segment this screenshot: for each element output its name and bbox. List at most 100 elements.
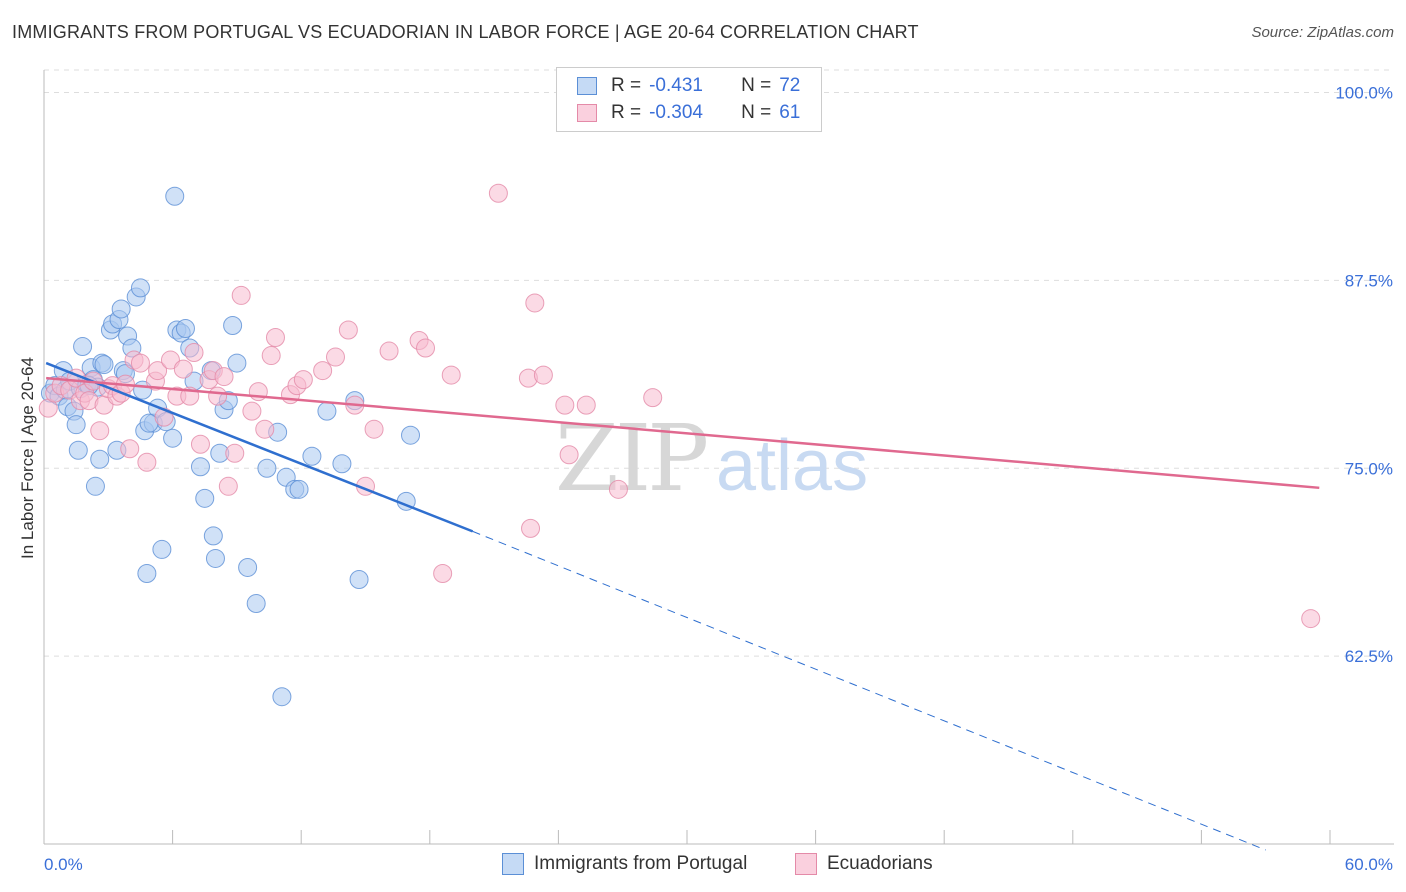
axis-layer [43, 70, 1394, 845]
ecuadorian-point [533, 365, 553, 385]
ecuadorian-point [184, 343, 204, 363]
ecuadorian-point [325, 347, 345, 367]
portugal-point [317, 401, 337, 421]
ecuadorian-point [231, 285, 251, 305]
ecuadorian-point [416, 338, 436, 358]
portugal-point [195, 488, 215, 508]
legend-r-value: -0.431 [649, 75, 703, 96]
watermark: ZIP atlas [555, 405, 868, 512]
portugal-point [111, 299, 131, 319]
ecuadorian-point [173, 359, 193, 379]
ecuadorian-point [242, 401, 262, 421]
portugal-point [163, 428, 183, 448]
legend-row-ecuadorians: R = -0.304 N = 61 [577, 101, 800, 125]
legend-n-value: 61 [779, 102, 801, 123]
portugal-point [227, 353, 247, 373]
ecuadorian-point [555, 395, 575, 415]
y-tick-label: 75.0% [1345, 459, 1393, 478]
legend-swatch-blue [502, 853, 524, 875]
portugal-point [66, 415, 86, 435]
ecuadorian-point [608, 479, 628, 499]
portugal-point [137, 563, 157, 583]
portugal-point [302, 446, 322, 466]
ecuadorian-point [525, 293, 545, 313]
portugal-point [190, 457, 210, 477]
ecuadorian-point [261, 346, 281, 366]
portugal-point [272, 687, 292, 707]
y-axis-label: In Labor Force | Age 20-64 [18, 357, 37, 559]
ecuadorian-point [265, 328, 285, 348]
ecuadorian-point [643, 388, 663, 408]
ecuadorian-point [90, 421, 110, 441]
bottom-legend-portugal: Immigrants from Portugal [502, 852, 747, 876]
ecuadorian-trend-line [46, 376, 1320, 490]
portugal-point [130, 278, 150, 298]
ecuadorian-point [130, 353, 150, 373]
portugal-point [238, 557, 258, 577]
portugal-point [246, 594, 266, 614]
ecuadorian-point [559, 445, 579, 465]
ecuadorian-point [214, 367, 234, 387]
portugal-point [401, 425, 421, 445]
y-tick-label: 87.5% [1345, 271, 1393, 290]
ecuadorian-point [364, 419, 384, 439]
chart-title: IMMIGRANTS FROM PORTUGAL VS ECUADORIAN I… [12, 22, 919, 42]
ecuadorian-point [137, 452, 157, 472]
legend-series-name: Immigrants from Portugal [534, 853, 748, 874]
ecuadorian-point [120, 439, 140, 459]
portugal-point [165, 186, 185, 206]
ecuadorian-point [225, 443, 245, 463]
ecuadorian-point [160, 350, 180, 370]
ecuadorian-point [521, 518, 541, 538]
legend-swatch-pink [577, 104, 597, 122]
source-credit: Source: ZipAtlas.com [1251, 24, 1394, 41]
portugal-point [90, 449, 110, 469]
ecuadorian-point [148, 361, 168, 381]
portugal-point [175, 319, 195, 339]
portugal-point [289, 479, 309, 499]
portugal-point [203, 526, 223, 546]
svg-text:atlas: atlas [716, 426, 868, 506]
portugal-point [257, 458, 277, 478]
ecuadorian-point [488, 183, 508, 203]
legend-swatch-blue [577, 77, 597, 95]
ecuadorian-point [441, 365, 461, 385]
portugal-point [94, 355, 114, 375]
portugal-point [205, 548, 225, 568]
svg-text:ZIP: ZIP [555, 405, 706, 512]
legend-r-value: -0.304 [649, 102, 703, 123]
portugal-point [223, 315, 243, 335]
legend-r-label: R = [611, 75, 642, 96]
legend-n-value: 72 [779, 75, 801, 96]
portugal-point [152, 539, 172, 559]
ecuadorian-point [1301, 609, 1321, 629]
x-tick-label: 0.0% [44, 855, 83, 874]
portugal-trend-extension [472, 530, 1266, 851]
legend-swatch-pink [795, 853, 817, 875]
correlation-legend: R = -0.431 N = 72 R = -0.304 N = 61 [556, 67, 822, 132]
portugal-trend-line [45, 361, 474, 533]
ecuadorian-point [379, 341, 399, 361]
y-tick-label: 62.5% [1345, 647, 1393, 666]
portugal-point [73, 337, 93, 357]
tick-labels: 100.0% 87.5% 75.0% 62.5% 0.0% 60.0% [44, 84, 1393, 874]
legend-series-name: Ecuadorians [827, 853, 933, 874]
y-tick-label: 100.0% [1335, 84, 1393, 103]
portugal-point [68, 440, 88, 460]
ecuadorian-point [218, 476, 238, 496]
legend-n-label: N = [741, 102, 772, 123]
ecuadorian-point [293, 370, 313, 390]
ecuadorian-point [433, 563, 453, 583]
ecuadorian-point [255, 419, 275, 439]
portugal-point [85, 476, 105, 496]
portugal-point [332, 454, 352, 474]
x-tick-label: 60.0% [1345, 855, 1393, 874]
legend-r-label: R = [611, 102, 642, 123]
legend-n-label: N = [741, 75, 772, 96]
portugal-point [349, 569, 369, 589]
ecuadorian-point [190, 434, 210, 454]
ecuadorian-point [313, 361, 333, 381]
bottom-legend-ecuadorians: Ecuadorians [795, 852, 933, 876]
legend-row-portugal: R = -0.431 N = 72 [577, 74, 800, 98]
